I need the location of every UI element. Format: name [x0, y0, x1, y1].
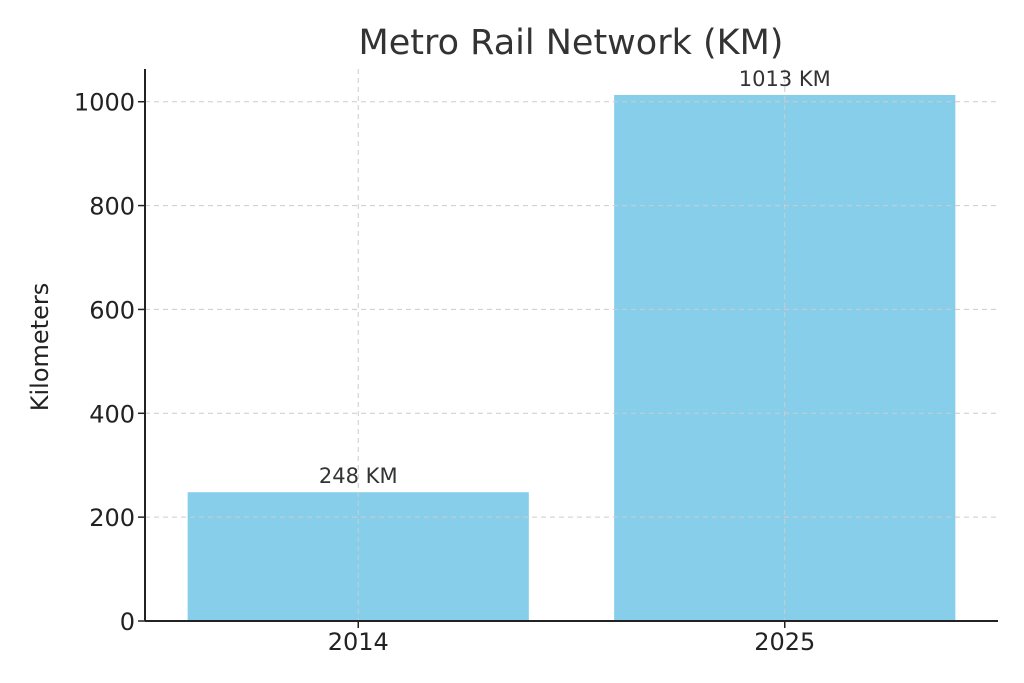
x-tick-label: 2025 — [754, 628, 815, 656]
y-tick-label: 400 — [89, 400, 135, 428]
label-layer: 0 200 400 600 800 1000 2014 248 KM 2025 1013 KM — [74, 67, 831, 656]
chart-title: Metro Rail Network (KM) — [359, 23, 784, 63]
axis-layer — [138, 69, 998, 628]
y-tick-label: 0 — [120, 608, 135, 636]
y-tick-label: 800 — [89, 193, 135, 221]
grid-layer — [145, 69, 998, 621]
y-tick-label: 200 — [89, 504, 135, 532]
data-label: 1013 KM — [739, 67, 831, 91]
y-axis-label: Kilometers — [26, 283, 54, 411]
bar-layer — [187, 94, 956, 622]
y-tick-label: 1000 — [74, 89, 135, 117]
x-tick-label: 2014 — [328, 628, 389, 656]
y-tick-label: 600 — [89, 296, 135, 324]
data-label: 248 KM — [319, 464, 398, 488]
